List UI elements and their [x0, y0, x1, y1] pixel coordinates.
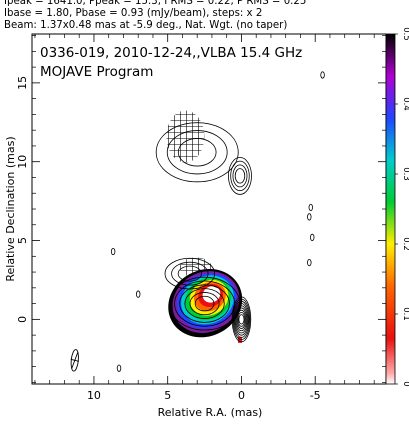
x-tick-label: 5	[164, 389, 171, 402]
jet-tail-contour-1	[171, 261, 209, 286]
core-contour-8	[238, 314, 245, 325]
inner-jet-contour-1	[174, 280, 235, 327]
small-source-4	[310, 233, 315, 241]
small-source-5	[307, 213, 312, 221]
core-contour-5	[235, 307, 247, 332]
inner-jet-contour-2	[179, 284, 230, 323]
colorbar-tick-label: 0.4	[401, 97, 409, 111]
north-hatch	[166, 110, 205, 163]
small-source-6	[308, 203, 313, 212]
chart-subtitle: MOJAVE Program	[40, 64, 153, 80]
small-source-1	[110, 247, 116, 256]
colorbar-tick-label: 0.2	[401, 237, 409, 251]
core-contour-0	[231, 296, 252, 343]
colorbar	[385, 33, 396, 385]
y-axis-label: Relative Declination (mas)	[4, 136, 17, 281]
inner-jet-contour-4	[189, 292, 220, 316]
small-source-2	[135, 290, 141, 298]
chart-title: 0336-019, 2010-12-24,,VLBA 15.4 GHz	[40, 45, 302, 61]
x-tick-label: -5	[310, 389, 321, 402]
north-plume-contour-2	[177, 138, 217, 167]
jet-tail-contour-2	[177, 265, 202, 282]
colorbar-tick-label: 0.5	[401, 27, 409, 41]
north-knot-contour-2	[232, 164, 248, 188]
small-source-0	[320, 71, 325, 79]
colorbar-tick-label: 0.1	[401, 307, 409, 321]
beam-ellipse	[70, 349, 79, 372]
north-plume-contour-1	[166, 130, 228, 175]
core-contour-7	[237, 311, 246, 327]
core-contour-3	[234, 303, 249, 336]
jet-tail-contour-0	[164, 257, 216, 290]
core-contour-4	[235, 305, 248, 334]
header-line-2: Ibase = 1.80, Pbase = 0.93 (mJy/beam), s…	[4, 8, 263, 19]
polarization-level-8	[202, 286, 221, 303]
y-tick-label: 0	[16, 316, 29, 323]
beam-minor-axis	[70, 358, 79, 362]
header-line-3: Beam: 1.37x0.48 mas at -5.9 deg., Nat. W…	[4, 20, 288, 31]
header-line-1: Ipeak = 1641.0, Ppeak = 15.3, I RMS = 0.…	[4, 0, 307, 7]
x-tick-label: 10	[87, 389, 101, 402]
x-tick-label: 0	[238, 389, 245, 402]
small-source-7	[116, 364, 122, 372]
inner-jet-contour-5	[194, 295, 215, 312]
inner-jet-contour-3	[184, 288, 225, 319]
colorbar-tick-label: 0.3	[401, 167, 409, 181]
core-contour-6	[236, 309, 247, 329]
north-knot-contour-3	[234, 168, 246, 184]
small-source-3	[307, 259, 312, 267]
y-tick-label: 15	[16, 76, 29, 90]
y-tick-label: 5	[16, 237, 29, 244]
north-plume-contour-0	[155, 122, 239, 183]
north-knot-contour-1	[230, 160, 250, 192]
polarization-spot	[237, 336, 242, 343]
x-axis-label: Relative R.A. (mas)	[158, 406, 263, 419]
north-knot-contour-0	[228, 156, 252, 195]
inner-jet-contour-0	[169, 276, 241, 331]
core-contour-2	[233, 300, 250, 338]
y-tick-label: 10	[16, 155, 29, 169]
colorbar-tick-label: 0	[401, 381, 409, 386]
